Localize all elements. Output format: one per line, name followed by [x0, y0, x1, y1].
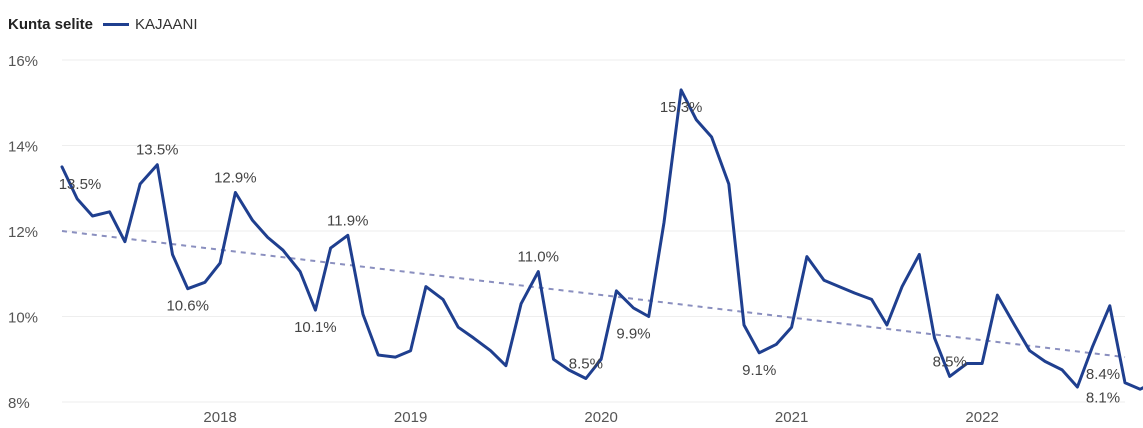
data-label: 10.1% — [294, 319, 337, 336]
data-label: 8.1% — [1086, 390, 1120, 407]
data-label: 12.9% — [214, 170, 257, 187]
x-axis-ticks: 2018 2019 2020 2021 2022 — [203, 409, 998, 426]
data-label: 9.1% — [742, 362, 776, 379]
data-label: 15.3% — [660, 99, 703, 116]
data-label: 13.5% — [136, 142, 179, 159]
series-layer — [60, 88, 1143, 391]
series-line-kajaani — [60, 88, 1143, 391]
y-tick-label: 16% — [8, 53, 38, 70]
data-label: 11.9% — [327, 212, 368, 229]
trendline — [61, 230, 1126, 359]
y-axis-ticks: 8% 10% 12% 14% 16% — [8, 53, 38, 412]
gridlines — [62, 59, 1125, 403]
x-tick-label: 2022 — [965, 409, 998, 426]
x-tick-label: 2019 — [394, 409, 427, 426]
data-label: 8.5% — [933, 353, 967, 370]
legend-swatch-kajaani — [103, 22, 130, 26]
data-label: 13.5% — [59, 176, 102, 193]
x-tick-label: 2021 — [775, 409, 808, 426]
data-label: 8.4% — [1086, 366, 1120, 383]
y-tick-label: 12% — [8, 224, 38, 241]
x-tick-label: 2018 — [203, 409, 236, 426]
y-tick-label: 8% — [8, 395, 30, 412]
legend-entry-kajaani: KAJAANI — [135, 15, 198, 33]
legend-title: Kunta selite — [8, 15, 94, 33]
chart-legend: Kunta selite KAJAANI — [8, 12, 198, 36]
data-labels: 13.5% 13.5% 10.6% 12.9% 10.1% 11.9% 11.0% 8.5% 9… — [59, 99, 1120, 407]
trendline-layer — [61, 230, 1126, 359]
x-tick-label: 2020 — [584, 409, 617, 426]
y-tick-label: 14% — [8, 139, 38, 156]
data-label: 8.5% — [569, 355, 603, 372]
y-tick-label: 10% — [8, 310, 38, 327]
data-label: 9.9% — [616, 326, 650, 343]
data-label: 11.0% — [518, 249, 559, 266]
data-label: 10.6% — [166, 298, 209, 315]
